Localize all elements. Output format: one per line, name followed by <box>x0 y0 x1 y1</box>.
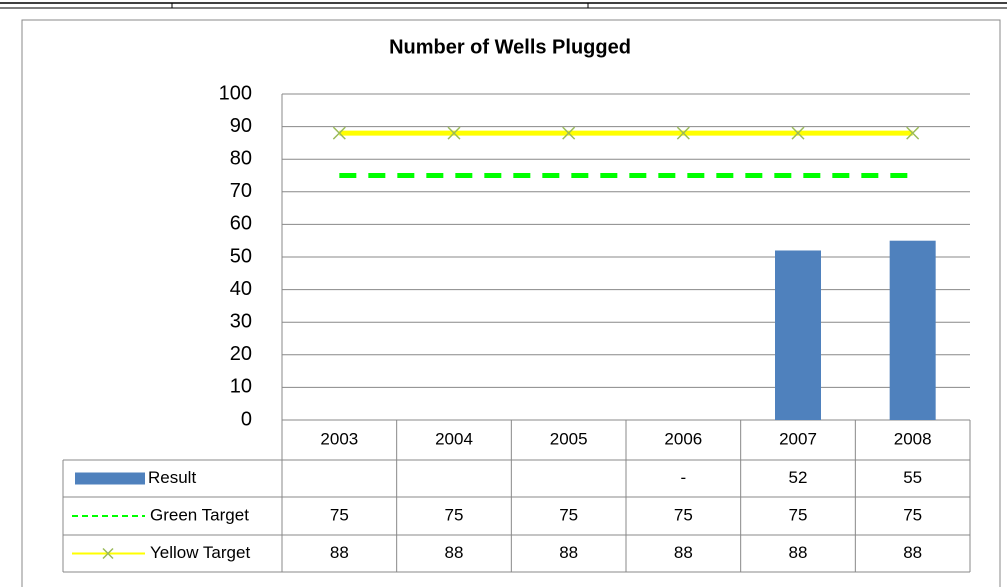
table-value: 88 <box>674 543 693 562</box>
table-value: 88 <box>559 543 578 562</box>
y-tick-label: 50 <box>230 245 252 267</box>
table-value: 55 <box>903 468 922 487</box>
table-value: 88 <box>903 543 922 562</box>
y-tick-label: 30 <box>230 310 252 332</box>
table-value: 88 <box>445 543 464 562</box>
y-tick-label: 70 <box>230 180 252 202</box>
table-value: 75 <box>445 505 464 524</box>
y-tick-label: 80 <box>230 147 252 169</box>
table-value: 88 <box>330 543 349 562</box>
y-tick-label: 10 <box>230 376 252 398</box>
x-tick-label: 2005 <box>550 429 588 448</box>
y-tick-label: 0 <box>241 408 252 430</box>
table-value: 75 <box>674 505 693 524</box>
y-tick-label: 60 <box>230 213 252 235</box>
y-tick-label: 40 <box>230 278 252 300</box>
x-tick-label: 2003 <box>320 429 358 448</box>
bar <box>889 240 936 420</box>
line-marker <box>676 126 690 140</box>
bar <box>775 250 821 420</box>
line-marker <box>332 126 346 140</box>
x-tick-label: 2006 <box>664 429 702 448</box>
y-tick-label: 100 <box>219 82 252 104</box>
table-value: 75 <box>903 505 922 524</box>
y-tick-label: 20 <box>230 343 252 365</box>
chart-title: Number of Wells Plugged <box>389 36 631 58</box>
y-tick-label: 90 <box>230 115 252 137</box>
x-tick-label: 2007 <box>779 429 817 448</box>
line-marker <box>906 126 920 140</box>
chart-frame <box>21 19 1001 587</box>
x-tick-label: 2004 <box>435 429 473 448</box>
table-value: 75 <box>330 505 349 524</box>
table-value: 75 <box>789 505 808 524</box>
table-value: - <box>680 468 686 487</box>
table-value: 88 <box>789 543 808 562</box>
line-marker <box>562 126 576 140</box>
legend-label: Result <box>148 468 196 487</box>
line-marker <box>791 126 805 140</box>
legend-label: Green Target <box>150 505 249 524</box>
table-value: 75 <box>559 505 578 524</box>
x-tick-label: 2008 <box>894 429 932 448</box>
line-marker <box>447 126 461 140</box>
legend-key <box>75 472 145 485</box>
legend-label: Yellow Target <box>150 543 250 562</box>
legend-key-marker <box>102 547 114 560</box>
table-value: 52 <box>789 468 808 487</box>
